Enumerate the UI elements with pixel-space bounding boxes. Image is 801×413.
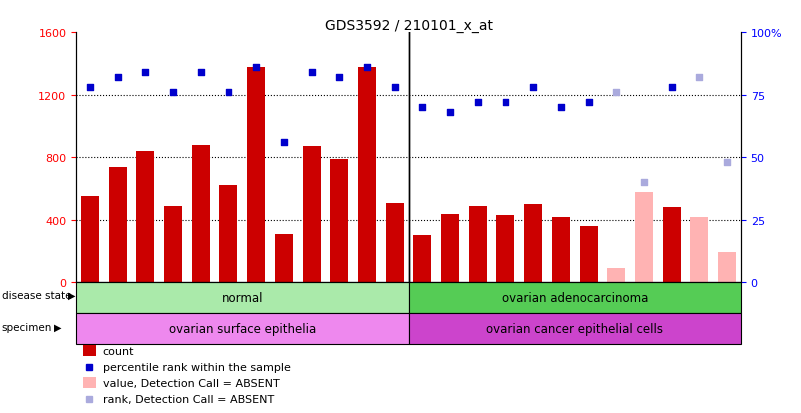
Point [388, 85, 401, 91]
Point [139, 70, 151, 76]
Bar [219, 186, 237, 282]
Bar [76, 282, 741, 413]
Bar [552, 217, 570, 282]
Point [305, 70, 318, 76]
Point [250, 65, 263, 71]
Point [277, 140, 290, 146]
Text: percentile rank within the sample: percentile rank within the sample [103, 362, 291, 372]
Text: rank, Detection Call = ABSENT: rank, Detection Call = ABSENT [103, 394, 274, 404]
Text: ▶: ▶ [54, 322, 62, 332]
Text: ovarian adenocarcinoma: ovarian adenocarcinoma [501, 292, 648, 304]
Bar [662, 208, 681, 282]
Text: ▶: ▶ [68, 290, 75, 300]
Bar [497, 216, 514, 282]
Point [638, 180, 650, 186]
Bar [413, 236, 432, 282]
Title: GDS3592 / 210101_x_at: GDS3592 / 210101_x_at [324, 19, 493, 33]
Bar [109, 167, 127, 282]
Bar [635, 192, 653, 282]
Bar [718, 252, 736, 282]
Text: value, Detection Call = ABSENT: value, Detection Call = ABSENT [103, 378, 280, 388]
Bar [76, 282, 409, 313]
Bar [607, 268, 626, 282]
Text: ovarian cancer epithelial cells: ovarian cancer epithelial cells [486, 322, 663, 335]
Point [721, 159, 734, 166]
Bar [409, 313, 741, 344]
Bar [469, 206, 487, 282]
Bar [275, 234, 293, 282]
Bar [81, 197, 99, 282]
Point [554, 104, 567, 111]
Text: disease state: disease state [2, 290, 71, 300]
Point [111, 75, 124, 81]
Text: count: count [103, 346, 135, 356]
Point [610, 90, 622, 96]
Bar [83, 346, 96, 356]
Point [83, 85, 96, 91]
Bar [690, 217, 708, 282]
Bar [248, 67, 265, 282]
Bar [191, 145, 210, 282]
Bar [441, 214, 459, 282]
Point [195, 70, 207, 76]
Point [582, 100, 595, 106]
Point [666, 85, 678, 91]
Text: ovarian surface epithelia: ovarian surface epithelia [169, 322, 316, 335]
Text: specimen: specimen [2, 322, 52, 332]
Bar [409, 282, 741, 313]
Bar [385, 203, 404, 282]
Point [499, 100, 512, 106]
Bar [76, 313, 409, 344]
Point [333, 75, 346, 81]
Bar [524, 205, 542, 282]
Point [444, 109, 457, 116]
Point [222, 90, 235, 96]
Bar [303, 147, 320, 282]
Point [693, 75, 706, 81]
Bar [164, 206, 182, 282]
Bar [330, 159, 348, 282]
Text: normal: normal [222, 292, 263, 304]
Bar [83, 377, 96, 388]
Point [360, 65, 373, 71]
Point [416, 104, 429, 111]
Bar [358, 67, 376, 282]
Bar [136, 152, 155, 282]
Point [167, 90, 179, 96]
Point [527, 85, 540, 91]
Bar [580, 226, 598, 282]
Point [471, 100, 484, 106]
